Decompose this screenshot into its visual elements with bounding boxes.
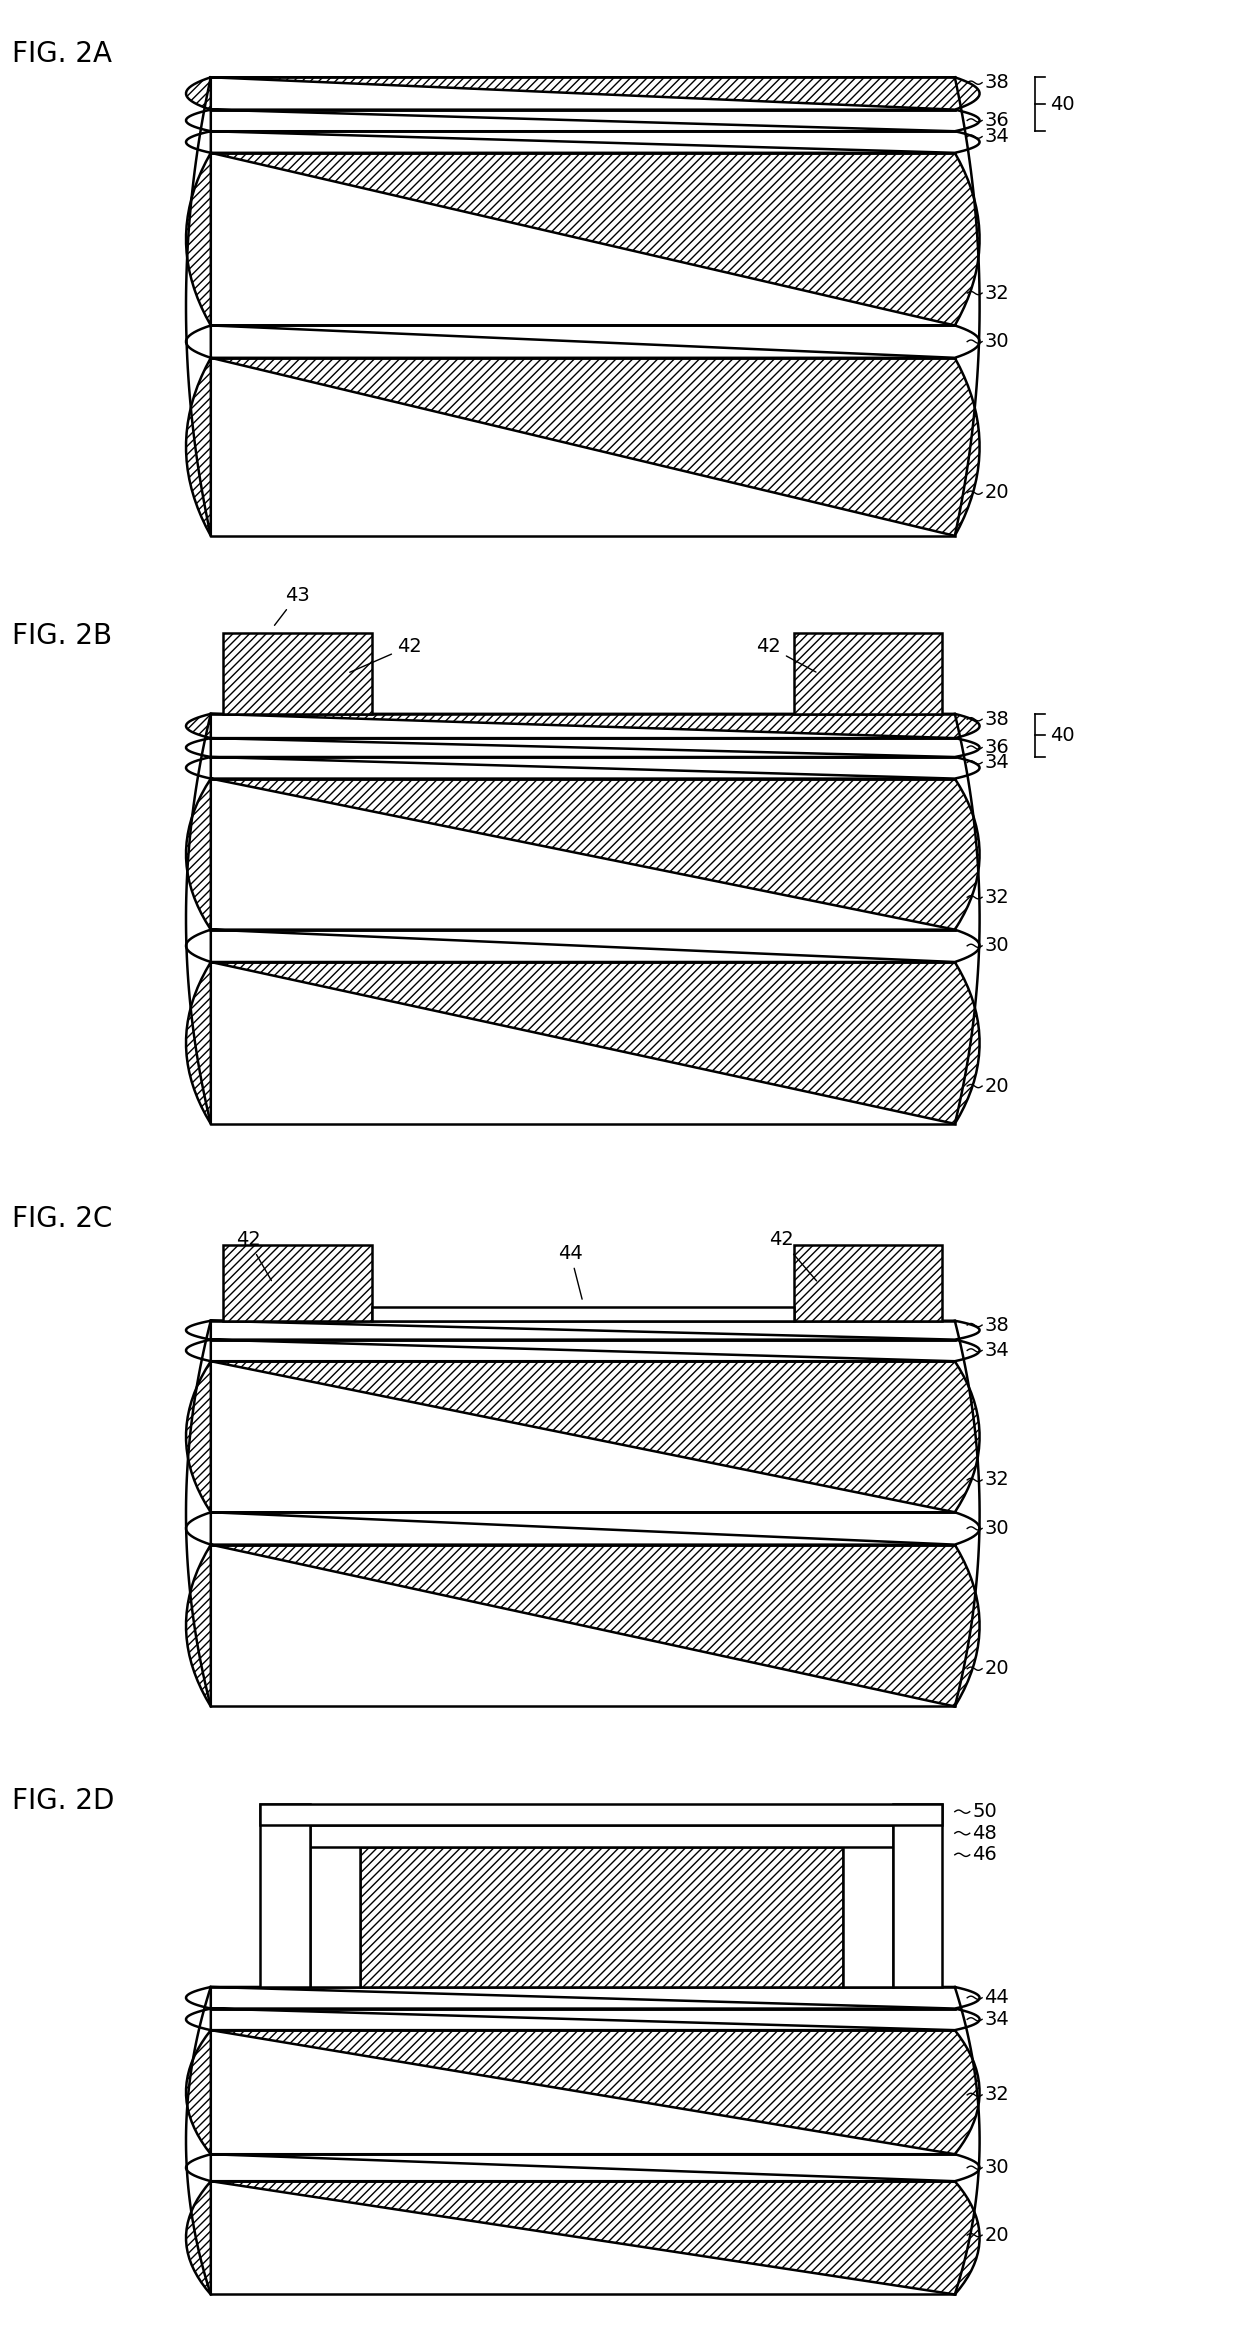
Text: FIG. 2D: FIG. 2D — [12, 1788, 115, 1816]
Text: 30: 30 — [985, 936, 1009, 955]
Text: 20: 20 — [985, 1076, 1009, 1095]
Bar — [893, 1804, 942, 1986]
Text: 50: 50 — [972, 1802, 997, 1821]
Bar — [794, 1246, 942, 1321]
Polygon shape — [186, 357, 980, 537]
Text: 20: 20 — [985, 2227, 1009, 2245]
Text: 30: 30 — [985, 331, 1009, 350]
Text: 38: 38 — [985, 710, 1009, 728]
Text: 34: 34 — [985, 126, 1009, 147]
Text: 40: 40 — [1050, 96, 1075, 114]
Text: 38: 38 — [985, 72, 1009, 91]
Polygon shape — [186, 1545, 980, 1706]
Bar — [843, 1825, 893, 1986]
Polygon shape — [186, 152, 980, 324]
Polygon shape — [186, 2010, 980, 2031]
Text: 20: 20 — [985, 1659, 1009, 1678]
Text: 32: 32 — [985, 282, 1009, 303]
Text: 40: 40 — [1050, 726, 1075, 745]
Polygon shape — [186, 1321, 980, 1340]
Polygon shape — [186, 780, 980, 929]
Text: 46: 46 — [972, 1846, 997, 1865]
Text: 34: 34 — [985, 1342, 1009, 1361]
Text: FIG. 2B: FIG. 2B — [12, 623, 113, 651]
Polygon shape — [186, 1986, 980, 2010]
Text: 32: 32 — [985, 1470, 1009, 1489]
Text: 43: 43 — [274, 586, 310, 626]
Bar — [260, 1804, 942, 1825]
Text: 44: 44 — [985, 1989, 1009, 2007]
Text: 48: 48 — [972, 1823, 997, 1844]
Text: FIG. 2C: FIG. 2C — [12, 1204, 113, 1232]
Text: 34: 34 — [985, 2010, 1009, 2028]
Polygon shape — [186, 77, 980, 110]
Polygon shape — [186, 1361, 980, 1512]
Polygon shape — [186, 131, 980, 152]
Bar — [310, 1825, 360, 1986]
Polygon shape — [186, 738, 980, 756]
Polygon shape — [186, 929, 980, 962]
Text: FIG. 2A: FIG. 2A — [12, 40, 113, 68]
Text: 38: 38 — [985, 1316, 1009, 1335]
Text: 42: 42 — [350, 637, 422, 672]
Text: 30: 30 — [985, 2159, 1009, 2178]
Text: 30: 30 — [985, 1519, 1009, 1538]
Bar — [223, 633, 372, 714]
Polygon shape — [186, 756, 980, 780]
Text: 32: 32 — [985, 887, 1009, 908]
Bar — [360, 1846, 843, 1986]
Text: 34: 34 — [985, 754, 1009, 773]
Polygon shape — [186, 2182, 980, 2294]
Text: 32: 32 — [985, 2084, 1009, 2105]
Bar — [260, 1804, 310, 1986]
Polygon shape — [186, 324, 980, 357]
Bar — [372, 1307, 794, 1321]
Text: 20: 20 — [985, 483, 1009, 502]
Bar — [794, 633, 942, 714]
Bar — [310, 1825, 893, 1846]
Polygon shape — [186, 1340, 980, 1361]
Text: 36: 36 — [985, 738, 1009, 756]
Text: 42: 42 — [769, 1230, 817, 1281]
Polygon shape — [186, 962, 980, 1125]
Text: 44: 44 — [558, 1244, 583, 1300]
Polygon shape — [186, 2154, 980, 2182]
Text: 42: 42 — [236, 1230, 272, 1281]
Text: 42: 42 — [756, 637, 816, 672]
Text: 36: 36 — [985, 112, 1009, 131]
Polygon shape — [186, 1512, 980, 1545]
Polygon shape — [186, 714, 980, 738]
Bar — [223, 1246, 372, 1321]
Polygon shape — [186, 110, 980, 131]
Polygon shape — [186, 2031, 980, 2154]
